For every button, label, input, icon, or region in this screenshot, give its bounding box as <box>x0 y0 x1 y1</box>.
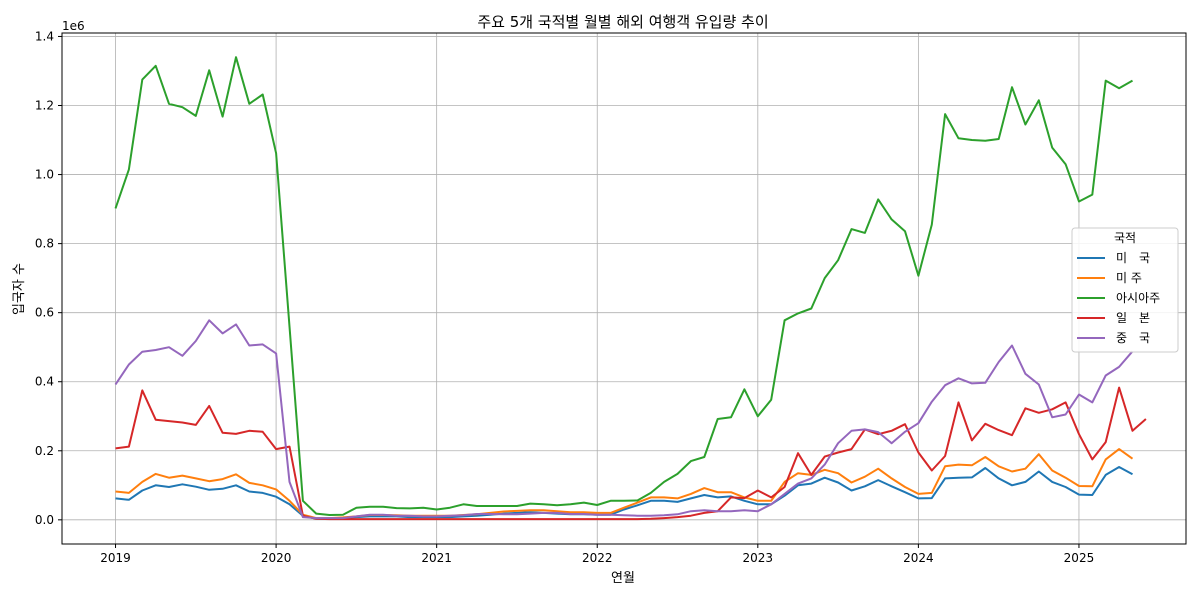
series-line-5 <box>114 319 1134 520</box>
series-lines <box>114 56 1147 521</box>
y-tick-label: 0.2 <box>35 444 54 458</box>
y-tick-label: 0.4 <box>35 375 54 389</box>
chart-title: 주요 5개 국적별 월별 해외 여행객 유입량 추이 <box>477 13 768 31</box>
x-tick-label: 2024 <box>903 551 934 565</box>
legend-label: 중 국 <box>1116 331 1150 345</box>
legend-label: 일 본 <box>1116 311 1150 325</box>
x-tick-label: 2022 <box>582 551 613 565</box>
y-tick-label: 0.0 <box>35 513 54 527</box>
series-line-2 <box>115 448 1134 520</box>
y-tick-label: 0.6 <box>35 306 54 320</box>
y-tick-label: 0.8 <box>35 237 54 251</box>
plot-frame <box>61 32 1187 545</box>
x-axis-label: 연월 <box>611 571 635 586</box>
y-tick-label: 1.0 <box>35 168 54 182</box>
x-tick-label: 2021 <box>421 551 452 565</box>
y-tick-label: 1.2 <box>35 99 54 113</box>
x-tick-label: 2020 <box>261 551 292 565</box>
series-line-1 <box>115 466 1133 520</box>
legend-title: 국적 <box>1114 231 1136 245</box>
x-tick-label: 2019 <box>100 551 131 565</box>
y-offset-label: 1e6 <box>62 19 85 33</box>
series-line-4 <box>115 386 1147 521</box>
series-line-3 <box>114 56 1133 516</box>
legend-label: 아시아주 <box>1116 291 1160 305</box>
y-axis-label: 입국자 수 <box>12 263 27 315</box>
legend-label: 미 주 <box>1116 271 1142 285</box>
grid <box>62 33 1186 544</box>
y-tick-label: 1.4 <box>35 29 54 43</box>
legend-label: 미 국 <box>1116 251 1150 265</box>
x-tick-label: 2023 <box>743 551 774 565</box>
axis-ticks: 2019 2020 2021 2022 2023 2024 2025 0.0 0.2 0.4 0.6… <box>35 29 1094 565</box>
x-tick-label: 2025 <box>1064 551 1095 565</box>
